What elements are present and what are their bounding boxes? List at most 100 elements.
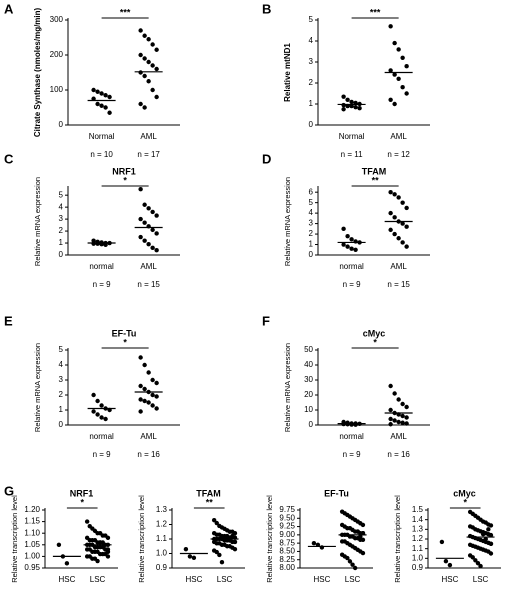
data-point bbox=[138, 52, 143, 58]
data-point bbox=[345, 97, 350, 103]
data-point bbox=[349, 237, 354, 242]
data-point bbox=[475, 560, 481, 566]
data-point bbox=[388, 416, 393, 422]
data-point bbox=[396, 419, 401, 425]
data-point bbox=[99, 91, 104, 96]
chart-title: cMyc bbox=[363, 328, 386, 338]
y-tick-label: 1 bbox=[309, 240, 314, 249]
data-point bbox=[150, 227, 155, 233]
y-tick-label: 4 bbox=[59, 360, 64, 369]
data-point bbox=[404, 91, 409, 96]
y-tick-label: 1.1 bbox=[412, 544, 424, 553]
significance-label: * bbox=[123, 175, 127, 185]
y-axis-label: Relative transcription level bbox=[10, 495, 19, 583]
x-tick-label: AML bbox=[390, 132, 407, 141]
data-point bbox=[311, 540, 317, 546]
data-point bbox=[142, 202, 147, 207]
data-point bbox=[99, 415, 104, 420]
n-label: n = 9 bbox=[93, 450, 112, 459]
y-tick-label: 1.05 bbox=[24, 540, 40, 549]
data-point bbox=[99, 103, 104, 108]
x-tick-label: AML bbox=[140, 262, 157, 271]
data-point bbox=[91, 392, 96, 398]
data-point bbox=[138, 186, 143, 192]
data-point bbox=[392, 215, 397, 220]
data-point bbox=[400, 85, 405, 90]
y-tick-label: 4 bbox=[309, 36, 314, 45]
data-point bbox=[138, 101, 143, 107]
data-point bbox=[396, 47, 401, 52]
y-tick-label: 1 bbox=[59, 405, 64, 414]
x-tick-label: normal bbox=[89, 432, 114, 441]
n-label: n = 11 bbox=[341, 150, 363, 159]
y-tick-label: 4 bbox=[309, 208, 314, 217]
y-tick-label: 1.4 bbox=[412, 515, 424, 524]
data-point bbox=[396, 76, 401, 82]
y-tick-label: 3 bbox=[59, 214, 64, 223]
y-tick-label: 3 bbox=[309, 57, 314, 66]
y-tick-label: 0.95 bbox=[24, 563, 40, 572]
data-point bbox=[360, 537, 366, 543]
y-tick-label: 9.50 bbox=[279, 513, 295, 522]
x-tick-label: AML bbox=[390, 432, 407, 441]
data-point bbox=[103, 242, 108, 248]
data-point bbox=[95, 89, 100, 94]
data-point bbox=[211, 517, 217, 523]
y-axis-label: Relative mRNA expression bbox=[33, 343, 42, 432]
data-point bbox=[486, 527, 491, 532]
x-tick-label: Normal bbox=[339, 132, 365, 141]
data-point bbox=[341, 102, 346, 108]
y-tick-label: 0.9 bbox=[156, 563, 168, 572]
x-tick-label: normal bbox=[89, 262, 114, 271]
data-point bbox=[470, 555, 475, 560]
data-point bbox=[388, 189, 393, 195]
data-point bbox=[146, 206, 151, 211]
data-point bbox=[392, 40, 397, 46]
data-point bbox=[154, 94, 159, 100]
data-point bbox=[97, 540, 103, 545]
data-point bbox=[392, 231, 397, 237]
y-tick-label: 100 bbox=[50, 85, 64, 94]
data-point bbox=[404, 404, 409, 410]
y-tick-label: 0 bbox=[59, 420, 64, 429]
data-point bbox=[232, 546, 238, 552]
chart-title: TFAM bbox=[196, 488, 221, 498]
data-point bbox=[150, 209, 155, 215]
data-point bbox=[400, 240, 405, 245]
data-point bbox=[150, 392, 155, 398]
data-point bbox=[392, 192, 397, 197]
data-point bbox=[392, 101, 397, 107]
y-tick-label: 9.75 bbox=[279, 505, 295, 514]
data-point bbox=[64, 561, 70, 566]
y-tick-label: 5 bbox=[59, 345, 64, 354]
data-point bbox=[146, 79, 151, 84]
y-axis-label: Relative transcription level bbox=[265, 495, 274, 583]
data-point bbox=[146, 242, 151, 247]
data-point bbox=[146, 59, 151, 65]
y-axis-label: Relative mRNA expression bbox=[33, 177, 42, 266]
data-point bbox=[388, 97, 393, 103]
n-label: n = 16 bbox=[387, 450, 410, 459]
y-tick-label: 0 bbox=[309, 120, 314, 129]
x-tick-label: AML bbox=[140, 132, 157, 141]
data-point bbox=[138, 397, 143, 402]
data-point bbox=[355, 529, 360, 534]
data-point bbox=[150, 63, 155, 68]
data-point bbox=[154, 406, 159, 411]
n-label: n = 15 bbox=[387, 280, 410, 289]
x-tick-label: HSC bbox=[58, 575, 75, 584]
data-point bbox=[154, 394, 159, 399]
data-point bbox=[142, 73, 147, 79]
y-axis-label: Citrate Synthase (nmoles/mg/min) bbox=[33, 7, 42, 137]
y-tick-label: 1.0 bbox=[156, 549, 168, 558]
x-tick-label: HSC bbox=[441, 575, 458, 584]
x-tick-label: LSC bbox=[345, 575, 361, 584]
y-tick-label: 0 bbox=[59, 250, 64, 259]
panel-letter: E bbox=[4, 313, 13, 328]
data-point bbox=[404, 205, 409, 211]
y-tick-label: 10 bbox=[304, 405, 313, 414]
data-point bbox=[146, 400, 151, 405]
data-point bbox=[84, 519, 90, 524]
data-point bbox=[191, 555, 197, 561]
data-point bbox=[138, 216, 143, 222]
